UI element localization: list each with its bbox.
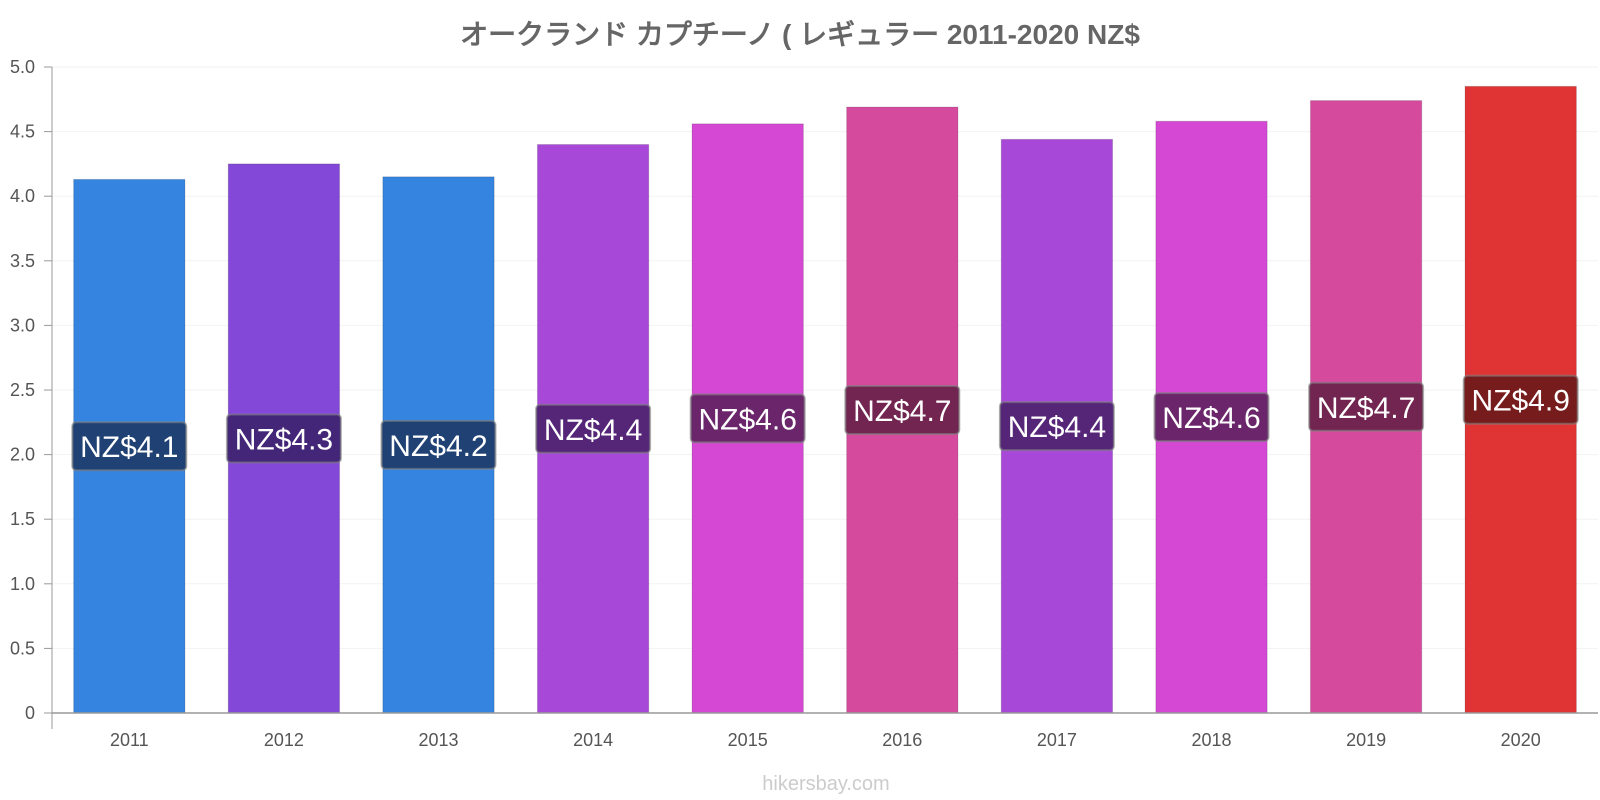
x-tick-label: 2015: [728, 730, 768, 750]
y-tick-label: 3.5: [10, 251, 35, 271]
x-tick-label: 2016: [882, 730, 922, 750]
watermark: hikersbay.com: [762, 773, 889, 795]
x-axis: 2011 2012 2013 2014 2015 2016 2017 2018 2019 2020: [52, 712, 1598, 750]
y-tick-label: 4.5: [10, 122, 35, 142]
data-label: NZ$4.4: [1008, 411, 1106, 444]
y-tick-label: 2.5: [10, 380, 35, 400]
y-tick-label: 3.0: [10, 315, 35, 335]
data-label: NZ$4.3: [235, 423, 333, 456]
y-tick-label: 0: [25, 703, 35, 723]
data-label: NZ$4.2: [389, 430, 487, 463]
y-tick-label: 1.5: [10, 509, 35, 529]
data-label-box: [844, 385, 961, 436]
x-tick-label: 2017: [1037, 730, 1077, 750]
y-tick-label: 1.0: [10, 574, 35, 594]
x-tick-label: 2014: [573, 730, 613, 750]
data-label-box: [71, 421, 188, 472]
y-tick-label: 4.0: [10, 186, 35, 206]
data-label: NZ$4.7: [853, 395, 951, 428]
chart-title: オークランド カプチーノ ( レギュラー 2011-2020 NZ$: [460, 19, 1140, 50]
data-label-box: [998, 401, 1115, 452]
data-label: NZ$4.6: [1162, 402, 1260, 435]
x-tick-label: 2020: [1501, 730, 1541, 750]
data-label: NZ$4.1: [80, 431, 178, 464]
x-tick-label: 2012: [264, 730, 304, 750]
data-labels: NZ$4.1 NZ$4.3 NZ$4.2 NZ$4.4 NZ$4.6 NZ$4.7 NZ$4…: [71, 374, 1579, 472]
data-label-box: [225, 413, 342, 464]
x-tick-label: 2013: [418, 730, 458, 750]
data-label: NZ$4.7: [1317, 392, 1415, 425]
data-label-box: [535, 403, 652, 454]
data-label: NZ$4.6: [699, 403, 797, 436]
y-tick-label: 5.0: [10, 57, 35, 77]
data-label-box: [1308, 381, 1425, 432]
data-label: NZ$4.9: [1472, 385, 1570, 418]
y-axis: 0 0.5 1.0 1.5 2.0 2.5 3.0 3.5 4.0 4.5 5.0: [10, 57, 53, 729]
y-tick-label: 2.0: [10, 445, 35, 465]
x-tick-label: 2011: [110, 730, 149, 750]
x-tick-label: 2019: [1346, 730, 1386, 750]
data-label-box: [689, 393, 806, 444]
data-label: NZ$4.4: [544, 414, 642, 447]
y-tick-label: 0.5: [10, 638, 35, 658]
x-tick-label: 2018: [1191, 730, 1231, 750]
data-label-box: [1462, 374, 1579, 425]
data-label-box: [380, 419, 497, 470]
data-label-box: [1153, 392, 1270, 443]
